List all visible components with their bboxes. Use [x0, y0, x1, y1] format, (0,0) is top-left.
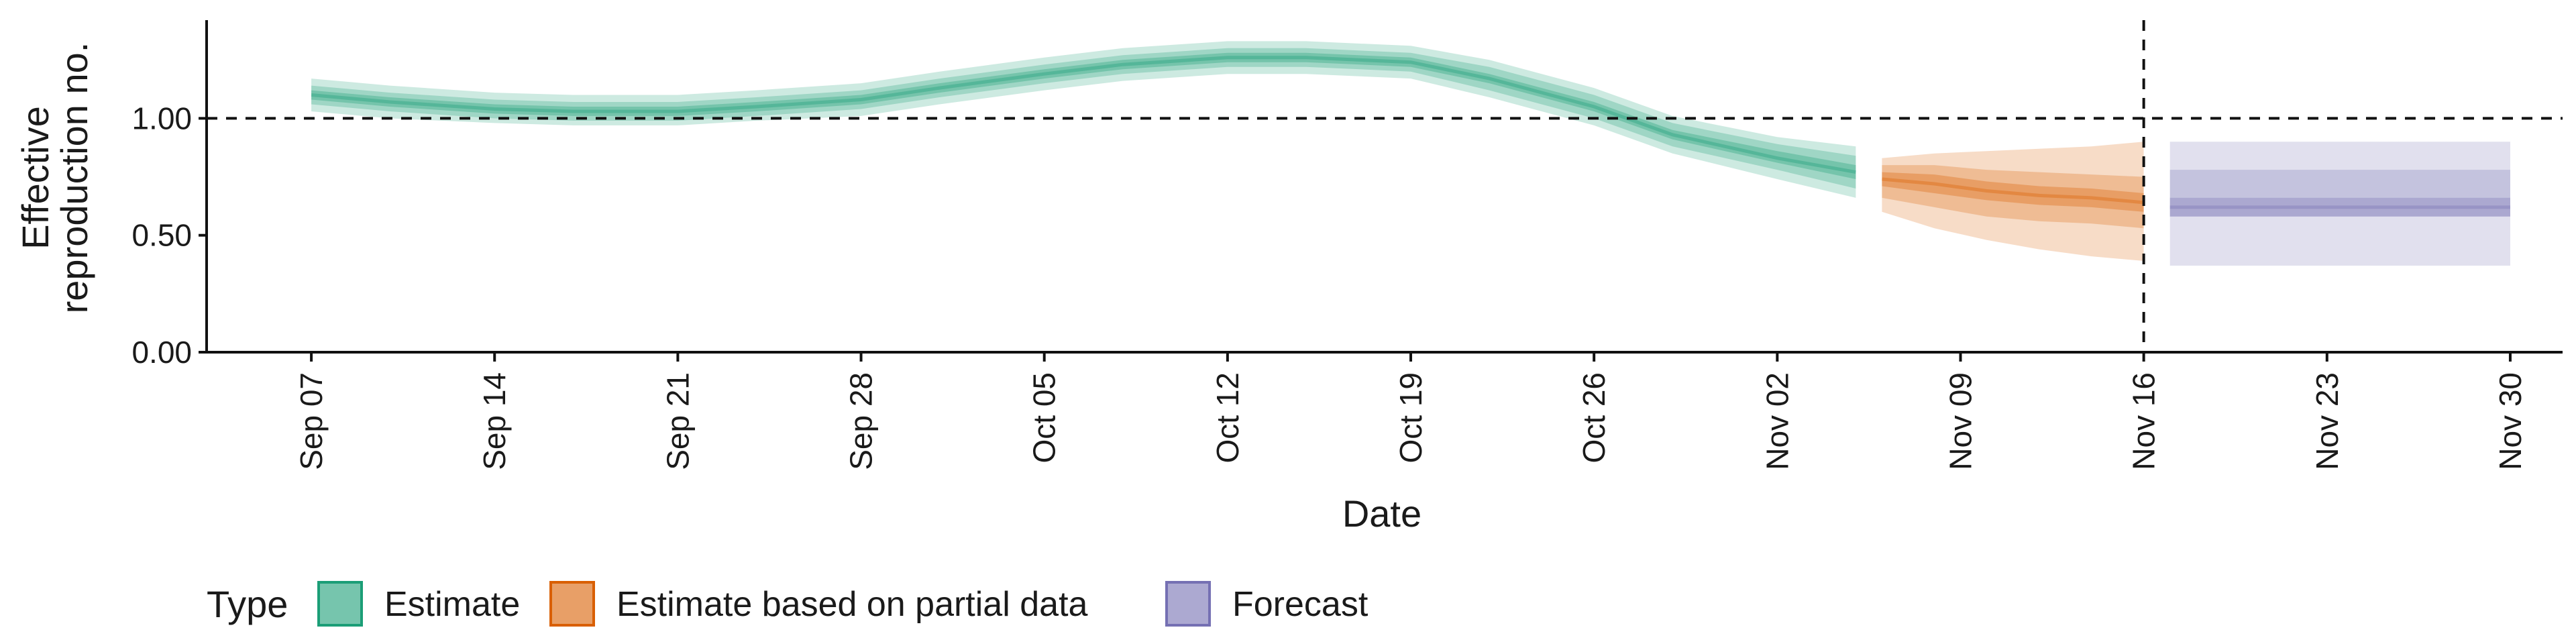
reference-lines: [207, 20, 2563, 352]
x-tick-label: Nov 16: [2127, 372, 2161, 470]
x-tick-label: Oct 12: [1210, 372, 1245, 464]
series-1-median-line: [1882, 177, 2144, 205]
legend-key-2: [1165, 581, 1211, 627]
uncertainty-bands: [311, 41, 2510, 266]
x-tick-label: Sep 14: [477, 372, 512, 470]
series-1-mid-band: [1882, 165, 2144, 229]
series-0-median-line: [311, 56, 1856, 174]
series-2-mid-band: [2169, 170, 2510, 217]
x-tick-label: Sep 07: [294, 372, 329, 470]
x-axis-title: Date: [1342, 492, 1421, 535]
series-0-inner-band: [311, 52, 1856, 179]
x-tick-label: Nov 30: [2493, 372, 2528, 470]
x-tick-label: Oct 05: [1027, 372, 1062, 464]
y-tick-label: 0.00: [131, 335, 192, 370]
series-1-outer-band: [1882, 142, 2144, 261]
y-tick-label: 1.00: [131, 101, 192, 136]
legend-label-2: Forecast: [1232, 585, 1368, 624]
y-axis-title-line2: reproduction no.: [53, 42, 95, 314]
y-tick-label: 0.50: [131, 218, 192, 253]
legend-key-1: [549, 581, 595, 627]
x-tick-label: Sep 28: [844, 372, 879, 470]
axes: [205, 20, 2563, 354]
series-0-outer-band: [311, 41, 1856, 198]
legend-title: Type: [207, 583, 288, 625]
x-axis-ticks: Sep 07 Sep 14 Sep 21 Sep 28 Oct 05 Oct 12 Oct …: [294, 352, 2528, 470]
series-2-inner-band: [2169, 197, 2510, 217]
x-tick-label: Oct 26: [1576, 372, 1611, 464]
median-lines: [311, 56, 2510, 209]
legend-label-1: Estimate based on partial data: [616, 585, 1088, 624]
y-axis-title-line1: Effective: [14, 106, 56, 250]
x-tick-label: Sep 21: [660, 372, 695, 470]
x-tick-label: Nov 09: [1943, 372, 1978, 470]
legend-label-0: Estimate: [384, 585, 520, 624]
series-0-mid-band: [311, 48, 1856, 189]
legend-key-0: [317, 581, 363, 627]
legend: Type Estimate Estimate based on partial d…: [207, 581, 1368, 627]
x-tick-label: Oct 19: [1393, 372, 1428, 464]
y-axis-ticks: 0.00 0.50 1.00: [131, 101, 207, 370]
x-tick-label: Nov 23: [2310, 372, 2345, 470]
series-2-outer-band: [2169, 142, 2510, 266]
series-1-inner-band: [1882, 172, 2144, 212]
x-tick-label: Nov 02: [1760, 372, 1794, 470]
